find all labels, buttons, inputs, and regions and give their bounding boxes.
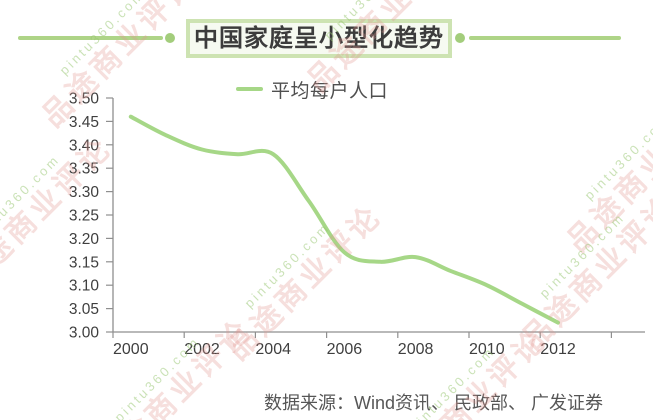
title-decoration-line-left <box>18 36 163 40</box>
y-tick-label: 3.05 <box>69 301 99 318</box>
decoration-dot-left <box>165 33 175 43</box>
title-decoration-line-right <box>469 36 621 40</box>
x-tick-label: 2010 <box>469 341 505 358</box>
data-source-note: 数据来源：Wind资讯、 民政部、 广发证券 <box>264 393 604 413</box>
y-tick-label: 3.50 <box>69 91 100 108</box>
y-tick-label: 3.15 <box>69 254 99 271</box>
x-tick-label: 2008 <box>398 341 434 358</box>
title-badge: 中国家庭呈小型化趋势 <box>186 19 452 58</box>
x-tick-label: 2006 <box>327 341 363 358</box>
series-line-avg-household-size <box>128 114 560 325</box>
x-tick-label: 2012 <box>540 341 576 358</box>
x-tick-label: 2000 <box>113 341 149 358</box>
y-tick-label: 3.10 <box>69 278 100 295</box>
y-tick-label: 3.00 <box>69 325 100 342</box>
y-tick-label: 3.25 <box>69 208 99 225</box>
y-tick-label: 3.30 <box>69 184 100 201</box>
y-tick-label: 3.45 <box>69 114 99 131</box>
legend-label: 平均每户人口 <box>271 80 389 102</box>
legend-line-swatch <box>236 87 263 91</box>
page-title: 中国家庭呈小型化趋势 <box>194 24 444 52</box>
y-tick-label: 3.35 <box>69 161 99 178</box>
title-badge-inner: 中国家庭呈小型化趋势 <box>190 23 448 54</box>
y-tick-label: 3.20 <box>69 231 100 248</box>
x-tick-label: 2002 <box>184 341 220 358</box>
x-tick-label: 2004 <box>255 341 291 358</box>
legend: 平均每户人口 <box>236 78 389 102</box>
y-tick-label: 3.40 <box>69 137 100 154</box>
decoration-dot-right <box>455 33 465 43</box>
